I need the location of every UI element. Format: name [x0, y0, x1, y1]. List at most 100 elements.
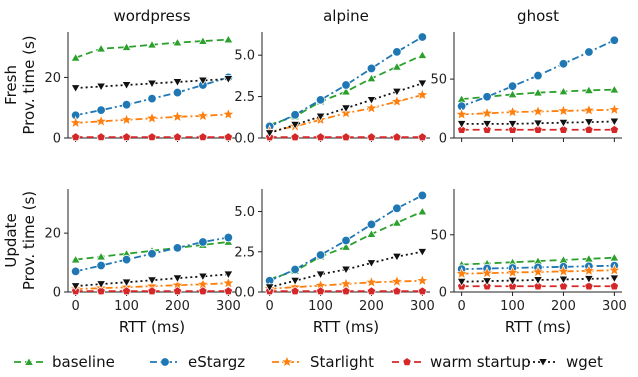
panel-0-0: 0 20 [44, 32, 236, 147]
data-point-baseline [366, 229, 377, 238]
data-point-wget [558, 119, 569, 128]
data-point-wget [482, 277, 493, 287]
data-point-wget [70, 84, 81, 93]
data-point-Starlight [364, 275, 379, 288]
x-tick-label: 300 [410, 299, 435, 314]
data-point-warm-startup [584, 124, 594, 134]
x-tick-label: 0 [265, 299, 273, 314]
data-point-warm-startup [533, 124, 543, 134]
data-point-Starlight [556, 103, 571, 117]
data-point-warm-startup [198, 132, 208, 141]
data-point-eStargz [70, 266, 81, 277]
data-point-wget [391, 252, 402, 262]
y-tick-label: 50 [430, 228, 447, 243]
data-point-wget [583, 275, 594, 284]
data-point-warm-startup [366, 286, 377, 296]
panel-0-2: 0 50 [430, 32, 622, 147]
data-point-eStargz [290, 110, 300, 120]
data-point-warm-startup [290, 286, 300, 296]
data-point-Starlight [415, 87, 429, 101]
data-point-warm-startup [96, 132, 106, 141]
data-point-baseline [391, 61, 402, 71]
data-point-baseline [223, 34, 234, 44]
x-axis-label: RTT (ms) [505, 318, 571, 336]
legend-label: Starlight [310, 353, 374, 371]
data-point-wget [391, 87, 402, 97]
data-point-Starlight [455, 266, 469, 280]
data-point-wget [197, 76, 208, 86]
data-point-warm-startup [172, 132, 183, 141]
data-point-wget [96, 82, 107, 92]
data-point-wget [96, 280, 107, 289]
y-tick-label: 0 [53, 286, 61, 301]
data-point-eStargz [147, 249, 157, 259]
data-point-baseline [507, 89, 518, 99]
legend-label: warm startup [430, 353, 531, 371]
data-point-Starlight [94, 114, 108, 127]
panel-1-2: 0 50 0 100 200 300 [430, 189, 627, 314]
data-point-eStargz [609, 35, 620, 45]
data-point-eStargz [417, 32, 428, 42]
data-point-baseline [558, 86, 569, 96]
legend-marker [280, 355, 294, 368]
data-point-wget [147, 276, 157, 286]
data-point-warm-startup [533, 281, 543, 291]
data-point-baseline [533, 87, 543, 97]
y-tick-label: 5.0 [234, 205, 255, 220]
data-point-Starlight [531, 104, 545, 118]
data-point-warm-startup [147, 132, 157, 141]
data-point-warm-startup [341, 132, 351, 142]
x-tick-label: 300 [602, 299, 627, 314]
data-point-baseline [70, 52, 81, 62]
data-point-Starlight [390, 274, 404, 288]
data-point-wget [341, 265, 351, 275]
data-point-baseline [417, 206, 428, 216]
legend-marker [160, 357, 170, 367]
data-point-warm-startup [558, 124, 569, 134]
data-point-eStargz [290, 264, 300, 275]
data-point-Starlight [69, 115, 83, 129]
data-point-eStargz [315, 250, 326, 260]
data-point-wget [197, 272, 208, 282]
data-point-warm-startup [341, 286, 351, 296]
data-point-baseline [609, 84, 620, 94]
legend-item-warm-startup: warm startup [392, 353, 531, 371]
row-label-1-line-0: Update [2, 213, 20, 267]
data-point-warm-startup [315, 132, 326, 142]
column-title-wordpress: wordpress [113, 7, 190, 25]
data-point-eStargz [223, 232, 234, 243]
x-tick-label: 100 [308, 299, 333, 314]
data-point-warm-startup [366, 132, 377, 142]
data-point-baseline [417, 50, 428, 59]
data-point-Starlight [145, 111, 159, 124]
legend-label: baseline [52, 353, 115, 371]
data-point-Starlight [582, 103, 596, 116]
data-point-eStargz [392, 47, 402, 57]
data-point-eStargz [96, 260, 106, 271]
x-tick-label: 200 [359, 299, 384, 314]
data-point-wget [609, 274, 620, 284]
data-point-warm-startup [121, 286, 132, 296]
x-tick-label: 200 [551, 299, 576, 314]
data-point-eStargz [558, 59, 569, 69]
data-point-baseline [96, 251, 107, 261]
data-point-wget [315, 112, 326, 122]
data-point-eStargz [482, 92, 492, 102]
data-point-wget [147, 79, 157, 89]
data-point-Starlight [390, 94, 404, 108]
data-point-wget [507, 120, 518, 129]
data-point-Starlight [607, 102, 621, 116]
data-point-eStargz [172, 87, 183, 98]
data-point-warm-startup [609, 124, 619, 134]
data-point-wget [417, 248, 428, 257]
data-point-warm-startup [223, 132, 233, 141]
data-point-baseline [391, 217, 402, 227]
data-point-Starlight [480, 106, 494, 119]
data-point-baseline [172, 37, 183, 47]
data-point-warm-startup [147, 286, 157, 296]
legend-item-Starlight: Starlight [272, 353, 374, 371]
data-point-eStargz [121, 99, 132, 110]
data-point-wget [223, 75, 234, 84]
data-point-wget [341, 104, 351, 114]
data-point-baseline [197, 36, 208, 45]
